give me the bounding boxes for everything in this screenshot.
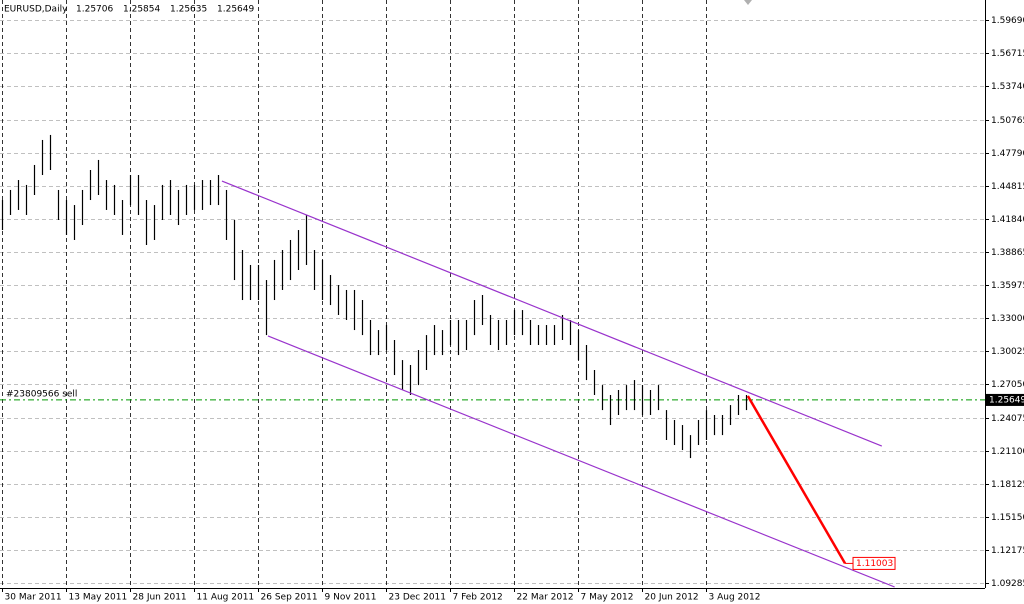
x-tick-label: 28 Jun 2011 [133,593,187,603]
x-tick-label: 13 May 2011 [69,593,128,603]
x-tick-label: 23 Dec 2011 [389,593,447,603]
quote-value: 1.25706 [76,5,113,15]
y-tick-label: 1.27050 [991,380,1024,390]
x-tick-label: 3 Aug 2012 [709,593,761,603]
target-box [852,556,896,570]
price-box [986,393,1024,406]
y-tick-label: 1.12175 [991,546,1024,556]
x-tick-label: 7 May 2012 [581,593,634,603]
y-tick-label: 1.15150 [991,513,1024,523]
x-tick-label: 30 Mar 2011 [5,593,62,603]
price-box-label: 1.25649 [989,395,1024,405]
target-label: 1.11003 [856,559,893,569]
quote-value: 1.25854 [123,5,160,15]
symbol: EURUSD,Daily [4,5,68,15]
y-tick-label: 1.30025 [991,347,1024,357]
y-tick-label: 1.18125 [991,480,1024,490]
y-tick-label: 1.41840 [991,215,1024,225]
x-tick-label: 20 Jun 2012 [645,593,699,603]
x-tick-label: 9 Nov 2011 [325,593,377,603]
channel-line [267,335,895,588]
x-tick-label: 22 Mar 2012 [517,593,574,603]
x-tick-label: 7 Feb 2012 [453,593,503,603]
y-tick-label: 1.38865 [991,248,1024,258]
y-tick-label: 1.24075 [991,414,1024,424]
y-tick-label: 1.09285 [991,579,1024,589]
y-tick-label: 1.50765 [991,116,1024,126]
y-tick-label: 1.53740 [991,82,1024,92]
y-tick-label: 1.44815 [991,182,1024,192]
x-tick-label: 26 Sep 2011 [261,593,318,603]
quote-value: 1.25635 [170,5,207,15]
x-tick-label: 11 Aug 2011 [197,593,255,603]
channel-line [221,180,883,447]
y-tick-label: 1.33000 [991,314,1024,324]
y-tick-label: 1.21100 [991,447,1024,457]
y-tick-label: 1.47790 [991,149,1024,159]
y-tick-label: 1.59690 [991,16,1024,26]
y-tick-label: 1.56715 [991,49,1024,59]
shift-marker [744,0,752,5]
order-label: #23809566 sell [6,389,77,399]
y-tick-label: 1.35975 [991,281,1024,291]
forecast-line [746,395,847,565]
quote-value: 1.25649 [217,5,254,15]
